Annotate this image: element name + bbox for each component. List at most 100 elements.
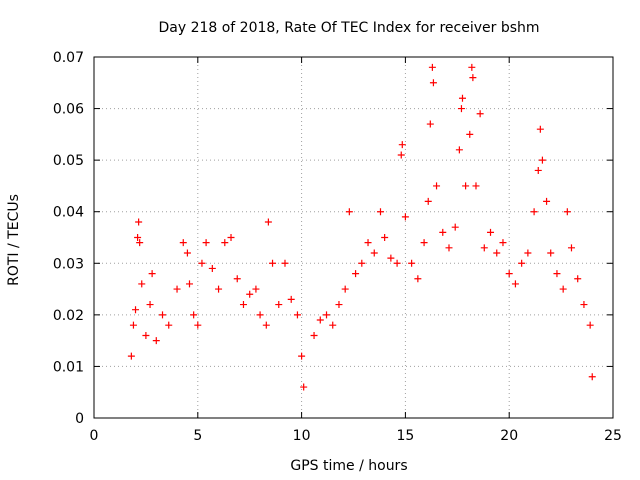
x-tick-label-2: 10 (293, 428, 311, 444)
point-0-2 (132, 306, 140, 314)
point-0-49 (370, 249, 378, 257)
point-0-13 (173, 285, 181, 293)
point-0-19 (198, 259, 206, 267)
point-0-91 (553, 270, 561, 278)
point-0-57 (408, 259, 416, 267)
point-0-89 (543, 197, 551, 205)
axis-ticks (93, 56, 614, 419)
point-0-71 (462, 182, 470, 190)
x-tick-label-0: 0 (90, 428, 99, 444)
plot-area-border (93, 56, 614, 419)
point-0-86 (534, 166, 542, 174)
y-tick-label-3: 0.03 (53, 256, 84, 272)
point-0-20 (202, 239, 210, 247)
point-0-3 (134, 234, 142, 241)
point-0-1 (129, 321, 137, 329)
point-0-93 (563, 208, 571, 216)
point-0-63 (429, 79, 437, 87)
y-tick-label-7: 0.07 (53, 50, 84, 66)
point-0-65 (439, 228, 447, 236)
point-0-96 (580, 301, 588, 309)
y-tick-label-4: 0.04 (53, 205, 84, 221)
point-0-54 (397, 151, 405, 159)
point-0-37 (298, 352, 306, 360)
point-0-29 (256, 311, 264, 319)
chart-title: Day 218 of 2018, Rate Of TEC Index for r… (158, 20, 539, 36)
point-0-88 (538, 156, 546, 164)
point-0-68 (455, 146, 463, 154)
point-0-46 (352, 270, 360, 278)
point-0-11 (159, 311, 167, 319)
point-0-42 (329, 321, 337, 329)
point-0-16 (185, 280, 193, 288)
point-0-72 (466, 130, 474, 138)
point-0-33 (275, 301, 283, 309)
point-0-90 (547, 249, 555, 257)
point-0-74 (469, 74, 477, 82)
point-0-35 (287, 295, 295, 303)
y-tick-label-5: 0.05 (53, 153, 84, 169)
point-0-40 (316, 316, 324, 324)
x-tick-label-1: 5 (193, 428, 202, 444)
x-tick-label-4: 20 (500, 428, 518, 444)
point-0-9 (148, 270, 156, 278)
point-0-75 (472, 182, 480, 190)
point-0-22 (215, 285, 223, 293)
point-0-73 (468, 63, 476, 71)
point-0-47 (358, 259, 366, 267)
point-0-6 (138, 280, 146, 288)
point-0-50 (376, 208, 384, 216)
point-0-7 (142, 331, 150, 339)
point-0-23 (221, 239, 229, 247)
point-0-87 (536, 125, 544, 133)
point-0-70 (458, 94, 466, 102)
y-tick-label-2: 0.02 (53, 308, 84, 324)
point-0-51 (381, 234, 389, 241)
point-0-80 (499, 239, 507, 247)
point-0-94 (567, 244, 575, 252)
point-0-25 (233, 275, 241, 283)
point-0-18 (194, 321, 202, 329)
point-0-66 (445, 244, 453, 252)
y-tick-label-1: 0.01 (53, 359, 84, 375)
point-0-41 (323, 311, 331, 319)
point-0-21 (208, 264, 216, 272)
point-0-92 (559, 285, 567, 293)
point-0-15 (183, 249, 191, 257)
point-0-0 (127, 352, 135, 360)
point-0-60 (424, 197, 432, 205)
point-0-82 (511, 280, 519, 288)
point-0-4 (135, 218, 143, 226)
point-0-52 (387, 254, 395, 262)
x-axis-label: GPS time / hours (290, 458, 407, 474)
point-0-61 (426, 120, 434, 128)
point-0-98 (588, 373, 596, 381)
y-axis-label: ROTI / TECUs (6, 194, 22, 286)
point-0-95 (574, 275, 582, 283)
point-0-79 (493, 249, 501, 257)
point-0-17 (190, 311, 198, 319)
point-0-55 (398, 141, 406, 149)
point-0-59 (420, 239, 428, 247)
point-0-81 (505, 270, 513, 278)
y-tick-labels: 0 0.01 0.02 0.03 0.04 0.05 0.06 0.07 (53, 50, 84, 427)
point-0-39 (310, 331, 318, 339)
point-0-84 (524, 249, 532, 257)
point-0-28 (252, 285, 260, 293)
x-tick-labels: 0 5 10 15 20 25 (90, 428, 622, 444)
point-0-45 (345, 208, 353, 216)
point-0-76 (476, 110, 484, 118)
point-0-36 (293, 311, 301, 319)
point-0-32 (269, 259, 277, 267)
point-0-85 (530, 208, 538, 216)
point-0-38 (300, 383, 308, 391)
point-0-64 (433, 182, 441, 190)
x-tick-label-5: 25 (604, 428, 622, 444)
point-0-67 (451, 223, 459, 231)
point-0-48 (364, 239, 372, 247)
point-0-44 (341, 285, 349, 293)
point-0-62 (428, 63, 436, 71)
point-0-5 (136, 239, 144, 247)
